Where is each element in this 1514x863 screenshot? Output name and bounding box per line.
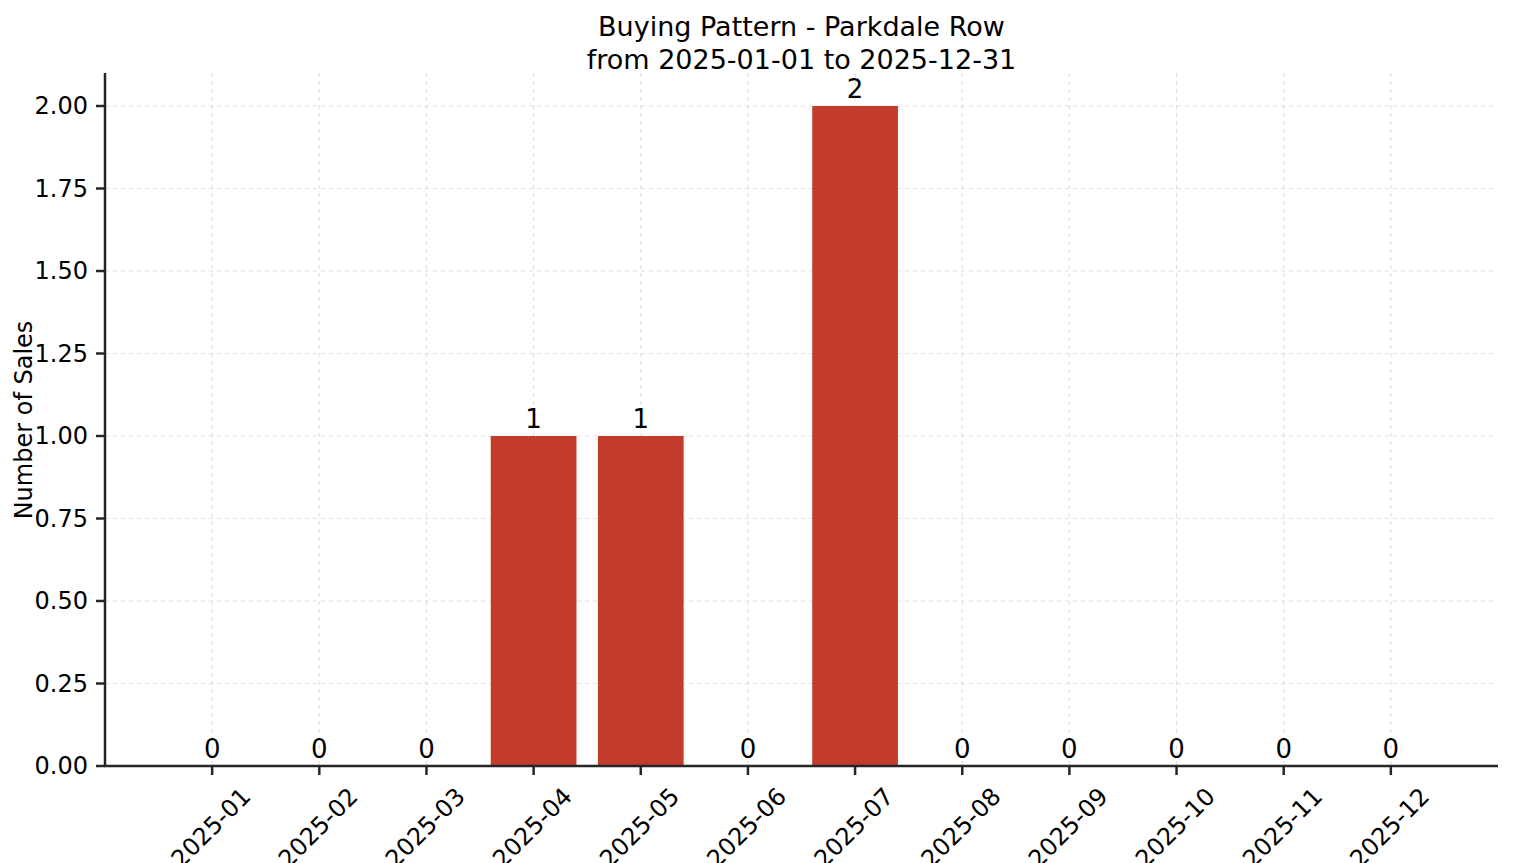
chart-title-block: Buying Pattern - Parkdale Row from 2025-…	[105, 10, 1498, 76]
y-tick-label: 0.25	[35, 670, 88, 698]
x-tick-label: 2025-07	[809, 782, 900, 863]
plot-area: 0.00 0.25 0.50 0.75 1.00 1.25 1.50 1.75 2.00 2025…	[0, 0, 1514, 863]
bar-chart-figure: 0.00 0.25 0.50 0.75 1.00 1.25 1.50 1.75 2.00 2025…	[0, 0, 1514, 863]
bar-value-label: 0	[311, 734, 328, 764]
chart-title: Buying Pattern - Parkdale Row	[105, 10, 1498, 43]
y-tick-label: 1.50	[35, 257, 88, 285]
bar-value-label: 1	[525, 404, 542, 434]
x-tick-label: 2025-04	[487, 782, 578, 863]
y-tick-label: 2.00	[35, 92, 88, 120]
x-tick-label: 2025-08	[916, 782, 1007, 863]
y-tick-label: 1.75	[35, 175, 88, 203]
x-tick-label: 2025-05	[594, 782, 685, 863]
bar-value-label: 0	[1383, 734, 1400, 764]
x-tick-label: 2025-10	[1130, 782, 1221, 863]
x-tick-label: 2025-12	[1344, 782, 1435, 863]
y-tick-label: 1.25	[35, 340, 88, 368]
bar-value-label: 0	[954, 734, 971, 764]
bar	[812, 106, 898, 766]
bar	[491, 436, 577, 766]
chart-subtitle: from 2025-01-01 to 2025-12-31	[105, 43, 1498, 76]
x-tick-label: 2025-06	[701, 782, 792, 863]
bar-value-label: 2	[847, 74, 864, 104]
y-tick-label: 0.75	[35, 505, 88, 533]
bar-value-label: 0	[1168, 734, 1185, 764]
bar-value-label: 0	[740, 734, 757, 764]
bar-value-label: 0	[1061, 734, 1078, 764]
x-tick-label: 2025-02	[273, 782, 364, 863]
y-tick-label: 0.00	[35, 752, 88, 780]
bar	[598, 436, 684, 766]
x-tick-label: 2025-03	[380, 782, 471, 863]
y-tick-label: 1.00	[35, 422, 88, 450]
y-tick-label: 0.50	[35, 587, 88, 615]
y-axis-label: Number of Sales	[10, 321, 38, 520]
x-tick-label: 2025-11	[1237, 782, 1328, 863]
bar-value-label: 0	[204, 734, 221, 764]
bar-value-label: 1	[632, 404, 649, 434]
x-tick-label: 2025-01	[166, 782, 257, 863]
x-tick-label: 2025-09	[1023, 782, 1114, 863]
bar-value-label: 0	[418, 734, 435, 764]
bar-value-label: 0	[1275, 734, 1292, 764]
